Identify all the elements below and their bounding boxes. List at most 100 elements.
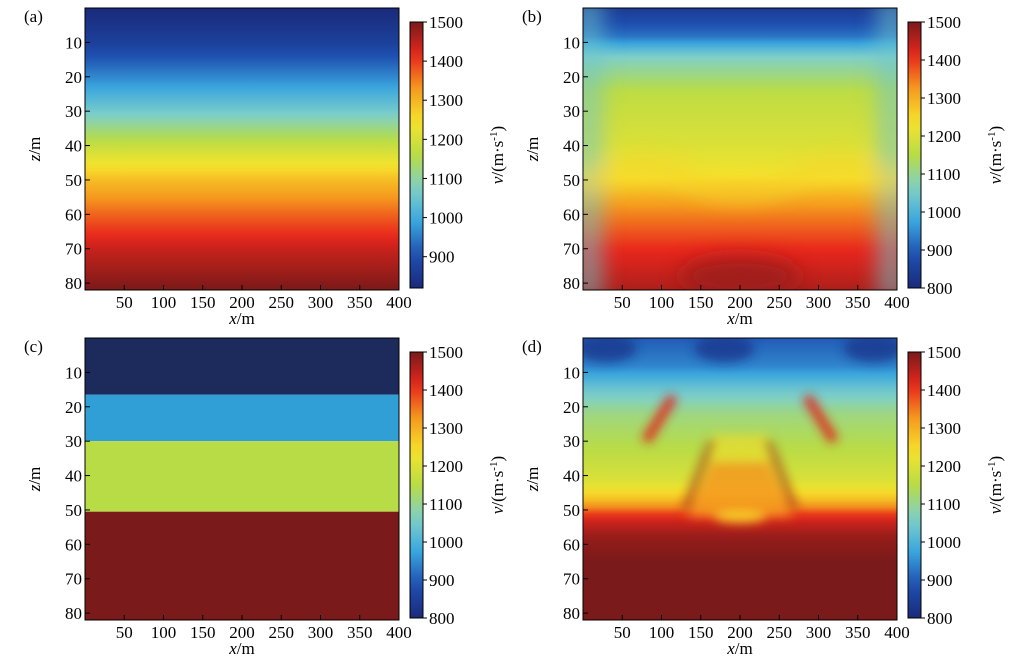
colorbar-tick-label: 1000 <box>429 209 463 228</box>
x-tick-label: 300 <box>308 623 334 642</box>
x-axis-label: x/m <box>228 309 255 328</box>
colorbar-tick-label: 1000 <box>927 203 961 222</box>
y-tick-label: 80 <box>65 604 82 623</box>
layer-2 <box>85 394 399 442</box>
colorbar-tick-label: 900 <box>927 241 953 260</box>
x-tick-label: 350 <box>845 623 871 642</box>
y-tick-label: 80 <box>563 274 580 293</box>
x-tick-label: 250 <box>767 293 793 312</box>
colorbar-tick-label: 1400 <box>927 381 961 400</box>
colorbar-scale <box>907 351 922 619</box>
colorbar-tick-label: 1500 <box>429 343 463 362</box>
colorbar-tick-label: 1300 <box>927 89 961 108</box>
layer-4 <box>85 511 399 620</box>
x-axis-label: x/m <box>228 639 255 658</box>
y-tick-label: 60 <box>563 535 580 554</box>
y-tick-label: 40 <box>563 467 580 486</box>
colorbar-label: v/(m·s-1) <box>488 126 507 184</box>
panel-label: (a) <box>24 7 43 26</box>
y-tick-label: 10 <box>563 33 580 52</box>
x-tick-label: 300 <box>308 293 334 312</box>
x-tick-label: 150 <box>190 623 216 642</box>
y-tick-label: 40 <box>563 137 580 156</box>
colorbar-tick-label: 800 <box>927 279 953 298</box>
y-tick-label: 60 <box>65 535 82 554</box>
y-tick-label: 10 <box>65 363 82 382</box>
panel-b: 10 20 30 40 50 60 70 80 50 100 150 200 250 300 350 400 x… <box>522 7 1005 328</box>
velocity-field <box>85 338 399 620</box>
y-tick-label: 40 <box>65 137 82 156</box>
y-tick-label: 30 <box>65 432 82 451</box>
x-tick-label: 50 <box>614 623 631 642</box>
x-tick-label: 200 <box>229 623 255 642</box>
y-tick-label: 70 <box>65 570 82 589</box>
colorbar-scale <box>907 21 922 289</box>
y-tick-label: 10 <box>563 363 580 382</box>
x-tick-label: 150 <box>688 623 714 642</box>
y-tick-label: 20 <box>563 68 580 87</box>
panel-d: 10 20 30 40 50 60 70 80 50 100 150 200 250 300 350 400 x… <box>522 337 1005 658</box>
x-tick-label: 400 <box>386 293 412 312</box>
x-tick-label: 50 <box>116 623 133 642</box>
x-tick-label: 400 <box>884 623 910 642</box>
colorbar-tick-label: 1200 <box>429 130 463 149</box>
colorbar-tick-label: 1100 <box>927 495 960 514</box>
velocity-field <box>583 338 897 620</box>
colorbar-label: v/(m·s-1) <box>986 126 1005 184</box>
colorbar: 800 900 1000 1100 1200 1300 1400 1500 v/(m·s-1) <box>907 343 1005 628</box>
x-tick-label: 350 <box>845 293 871 312</box>
colorbar-tick-label: 800 <box>927 609 953 628</box>
colorbar-tick-label: 800 <box>429 609 455 628</box>
y-axis-label: z/m <box>25 137 44 163</box>
colorbar-tick-label: 1300 <box>429 91 463 110</box>
x-tick-label: 200 <box>727 623 753 642</box>
colorbar: 800 900 1000 1100 1200 1300 1400 1500 v/(m·s-1) <box>409 343 507 628</box>
panel-label: (c) <box>24 337 43 356</box>
x-tick-label: 100 <box>649 623 675 642</box>
x-tick-label: 250 <box>269 293 295 312</box>
colorbar: 900 1000 1100 1200 1300 1400 1500 v/(m·s-1) <box>409 13 507 289</box>
colorbar-tick-label: 900 <box>927 571 953 590</box>
x-tick-label: 350 <box>347 623 373 642</box>
colorbar-tick-label: 1200 <box>429 457 463 476</box>
colorbar-tick-label: 1100 <box>429 169 462 188</box>
panel-label: (d) <box>522 337 542 356</box>
x-tick-label: 200 <box>229 293 255 312</box>
y-tick-label: 50 <box>563 171 580 190</box>
x-tick-label: 50 <box>614 293 631 312</box>
colorbar-tick-label: 1300 <box>927 419 961 438</box>
colorbar-tick-label: 1500 <box>927 13 961 32</box>
y-axis-label: z/m <box>25 467 44 493</box>
x-tick-label: 100 <box>151 623 177 642</box>
y-tick-label: 30 <box>65 102 82 121</box>
y-tick-label: 40 <box>65 467 82 486</box>
y-tick-label: 60 <box>65 205 82 224</box>
colorbar-tick-label: 1100 <box>927 165 960 184</box>
colorbar-scale <box>409 351 424 619</box>
colorbar-tick-label: 1300 <box>429 419 463 438</box>
x-tick-label: 250 <box>767 623 793 642</box>
gradient-field <box>85 8 399 290</box>
x-axis-label: x/m <box>726 639 753 658</box>
panel-a: 10 20 30 40 50 60 70 80 50 100 150 200 250 300 350 400 x… <box>24 7 507 328</box>
y-tick-label: 20 <box>563 398 580 417</box>
x-tick-label: 400 <box>386 623 412 642</box>
colorbar-tick-label: 1000 <box>429 533 463 552</box>
y-tick-label: 70 <box>65 240 82 259</box>
x-tick-label: 250 <box>269 623 295 642</box>
colorbar-tick-label: 900 <box>429 571 455 590</box>
x-tick-label: 150 <box>190 293 216 312</box>
x-tick-label: 50 <box>116 293 133 312</box>
y-tick-label: 80 <box>563 604 580 623</box>
velocity-field <box>85 8 399 290</box>
colorbar-label: v/(m·s-1) <box>986 456 1005 514</box>
colorbar-tick-label: 1400 <box>429 381 463 400</box>
colorbar-tick-label: 1200 <box>927 457 961 476</box>
colorbar-tick-label: 900 <box>429 248 455 267</box>
panel-c: 10 20 30 40 50 60 70 80 50 100 150 200 250 300 350 400 x… <box>24 337 507 658</box>
y-tick-label: 50 <box>65 171 82 190</box>
colorbar-tick-label: 1000 <box>927 533 961 552</box>
colorbar-scale <box>409 21 424 289</box>
y-tick-label: 20 <box>65 68 82 87</box>
